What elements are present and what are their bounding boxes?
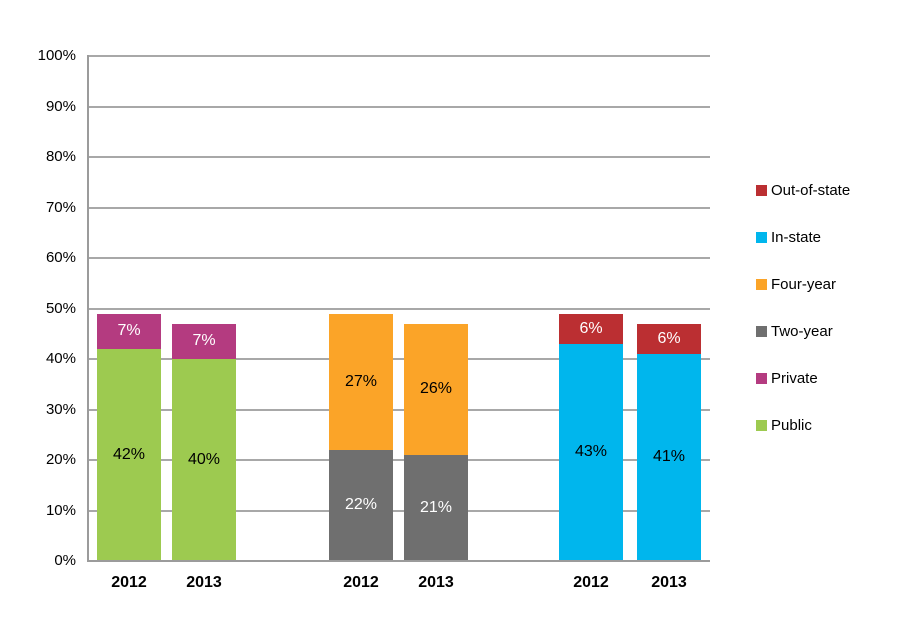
bar-segment-label: 41% — [652, 448, 686, 466]
bar-segment — [404, 323, 468, 455]
bar-segment — [329, 449, 393, 561]
gridline — [88, 307, 710, 310]
legend-item: Private — [756, 370, 818, 387]
gridline — [88, 358, 710, 360]
bar-segment-label: 6% — [579, 319, 603, 337]
y-axis-tick-label: 70% — [45, 198, 76, 216]
y-axis-tick-label: 20% — [45, 451, 76, 468]
gridline — [88, 408, 710, 411]
bar-segment-label: 6% — [657, 329, 681, 347]
legend-label: Public — [771, 417, 812, 434]
legend-label: Private — [771, 370, 818, 387]
bar-segment-label: 7% — [192, 332, 216, 350]
legend-swatch-icon — [756, 420, 767, 431]
legend-swatch-icon — [756, 185, 767, 196]
bar-segment — [559, 343, 623, 561]
gridline — [88, 55, 710, 57]
bar-segment-label: 7% — [117, 322, 141, 340]
legend-swatch-icon — [756, 232, 767, 243]
legend-label: Out-of-state — [771, 182, 851, 199]
gridline — [88, 105, 710, 108]
legend-swatch-icon — [756, 326, 767, 337]
y-axis-tick-label: 60% — [45, 249, 76, 266]
legend-item: Out-of-state — [756, 182, 851, 199]
legend-label: Two-year — [771, 323, 833, 340]
gridline — [88, 156, 710, 158]
y-axis-tick-label: 40% — [45, 350, 76, 367]
bar-segment-label: 42% — [112, 445, 146, 463]
x-axis-category-label: 2012 — [111, 574, 147, 591]
bar-segment-label: 27% — [344, 372, 378, 390]
gridline — [88, 257, 710, 259]
y-axis-tick-label: 0% — [54, 552, 76, 569]
x-axis-category-label: 2013 — [418, 574, 454, 591]
y-axis-tick-label: 90% — [45, 97, 76, 115]
legend-label: In-state — [771, 229, 822, 246]
bar-segment — [172, 323, 236, 359]
bar-segment — [559, 313, 623, 344]
bar-segment-label: 26% — [419, 380, 453, 398]
y-axis-tick-label: 10% — [45, 501, 76, 519]
gridline — [88, 206, 710, 209]
legend-swatch-icon — [756, 373, 767, 384]
bar-segment — [637, 323, 701, 354]
bar-segment-label: 21% — [419, 498, 453, 516]
y-axis-tick-label: 100% — [37, 47, 76, 64]
y-axis-tick-label: 50% — [45, 299, 76, 317]
bar-segment-label: 40% — [187, 451, 221, 468]
x-axis-line — [87, 560, 710, 562]
gridline — [88, 509, 710, 512]
bar-segment — [97, 313, 161, 349]
legend-item: Four-year — [756, 276, 837, 293]
bar-segment — [329, 313, 393, 450]
legend-item: Public — [756, 417, 812, 434]
bar-segment-label: 43% — [574, 443, 608, 461]
legend-swatch-icon — [756, 279, 767, 290]
bar-segment-label: 22% — [344, 496, 378, 514]
bar-segment — [97, 348, 161, 561]
legend-item: Two-year — [756, 323, 833, 340]
x-axis-category-label: 2012 — [343, 574, 379, 591]
legend-label: Four-year — [771, 276, 837, 293]
gridline — [88, 459, 710, 461]
bar-segment — [404, 454, 468, 561]
bar-segment — [172, 359, 236, 561]
bar-segment — [637, 353, 701, 561]
legend-item: In-state — [756, 229, 822, 246]
x-axis-category-label: 2013 — [186, 574, 222, 591]
y-axis-line — [87, 55, 89, 562]
x-axis-category-label: 2012 — [573, 574, 609, 591]
y-axis-tick-label: 80% — [45, 148, 76, 165]
x-axis-category-label: 2013 — [651, 574, 687, 591]
y-axis-tick-label: 30% — [45, 400, 76, 418]
